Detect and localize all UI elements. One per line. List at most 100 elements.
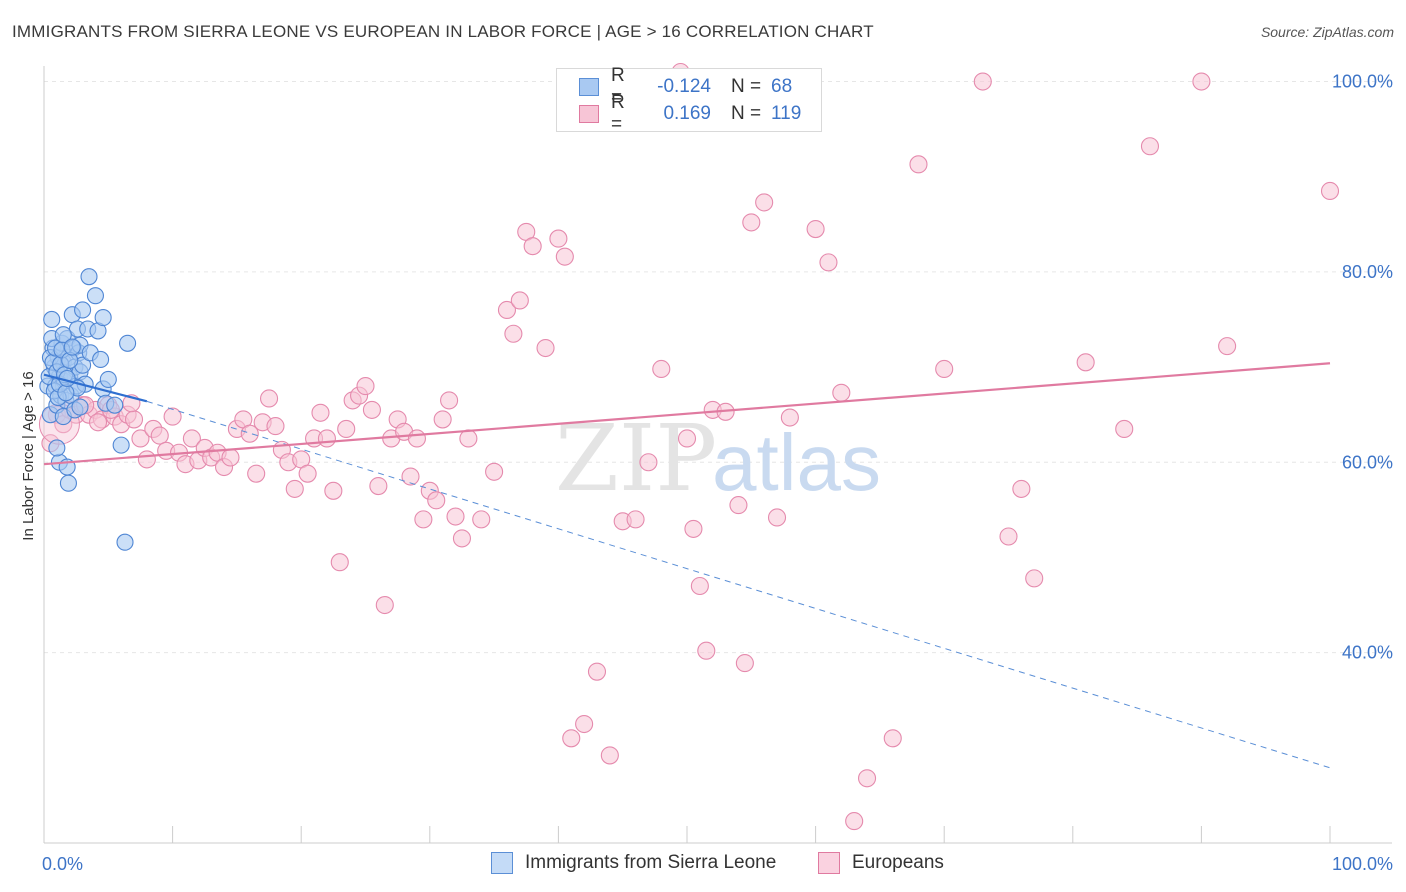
data-point-sierra-leone	[94, 309, 112, 327]
data-point-sierra-leone	[92, 350, 110, 369]
data-point-europeans	[330, 553, 349, 572]
legend-swatch-blue	[579, 78, 599, 96]
legend-swatch-blue	[491, 852, 513, 874]
data-point-europeans	[1076, 353, 1095, 372]
axes	[43, 66, 1392, 844]
data-point-europeans	[362, 400, 381, 419]
data-point-europeans	[742, 213, 761, 232]
data-point-europeans	[677, 429, 697, 448]
data-point-sierra-leone	[119, 334, 137, 352]
legend-swatch-pink	[818, 852, 840, 874]
data-point-europeans	[163, 407, 182, 426]
data-point-europeans	[472, 510, 491, 529]
data-point-europeans	[1012, 479, 1031, 498]
data-point-europeans	[523, 237, 542, 256]
data-point-europeans	[690, 576, 709, 596]
data-point-sierra-leone	[74, 301, 92, 319]
x-tick-labels: 0.0% 100.0%	[42, 854, 1393, 874]
y-tick-labels: 40.0% 60.0% 80.0% 100.0%	[1332, 72, 1393, 663]
data-point-europeans	[755, 193, 774, 212]
data-point-europeans	[504, 324, 523, 343]
data-point-europeans	[1320, 181, 1340, 201]
stats-legend: R = -0.124 N = 68 R = 0.169 N = 119	[556, 65, 822, 135]
data-point-europeans	[935, 359, 954, 379]
data-point-europeans	[697, 641, 716, 660]
data-point-europeans	[497, 300, 517, 320]
series-legend: Immigrants from Sierra Leone Europeans	[0, 852, 1406, 878]
legend-label-sierra-leone: Immigrants from Sierra Leone	[525, 852, 777, 873]
legend-item-sierra-leone[interactable]: Immigrants from Sierra Leone	[491, 852, 776, 874]
data-point-europeans	[150, 426, 169, 445]
source-label: Source: ZipAtlas.com	[1260, 24, 1394, 40]
sierra-leone-points	[39, 268, 137, 551]
data-point-europeans	[247, 464, 266, 483]
legend-row-sierra-leone: R = -0.124 N = 68	[579, 65, 793, 108]
data-point-sierra-leone	[43, 310, 61, 329]
data-point-europeans	[356, 377, 375, 396]
data-point-europeans	[767, 508, 787, 527]
data-point-europeans	[440, 391, 459, 410]
watermark-zip: ZIP	[555, 405, 717, 512]
data-point-europeans	[587, 662, 607, 681]
data-point-europeans	[375, 595, 394, 615]
data-point-europeans	[298, 464, 317, 483]
y-tick-label: 100.0%	[1332, 72, 1393, 92]
legend-item-europeans[interactable]: Europeans	[818, 852, 944, 874]
data-point-europeans	[562, 729, 581, 748]
data-point-europeans	[452, 529, 472, 548]
data-point-sierra-leone	[112, 436, 130, 454]
data-point-europeans	[729, 496, 748, 515]
data-point-europeans	[1115, 419, 1134, 438]
data-point-europeans	[427, 491, 446, 510]
data-point-europeans	[414, 510, 433, 529]
x-tick-label: 100.0%	[1332, 854, 1393, 874]
data-point-europeans	[832, 383, 851, 402]
chart-title: IMMIGRANTS FROM SIERRA LEONE VS EUROPEAN…	[12, 22, 874, 41]
legend-n-value: 68	[771, 76, 793, 97]
data-point-europeans	[259, 389, 279, 408]
data-point-europeans	[1140, 137, 1160, 156]
data-point-europeans	[240, 424, 259, 443]
data-point-sierra-leone	[80, 268, 98, 286]
data-point-europeans	[510, 291, 529, 310]
trend-line-sierra-leone-extrapolated	[146, 400, 1331, 769]
legend-swatch-pink	[579, 105, 599, 123]
legend-row-europeans: R = 0.169 N = 119	[579, 92, 801, 135]
data-point-europeans	[857, 769, 877, 788]
legend-r-label: R =	[611, 92, 625, 135]
watermark: ZIP atlas	[555, 405, 881, 512]
data-point-europeans	[600, 746, 619, 765]
data-point-europeans	[549, 229, 568, 248]
data-point-europeans	[883, 729, 902, 748]
legend-r-value: 0.169	[663, 103, 711, 124]
data-point-europeans	[401, 467, 420, 486]
data-point-europeans	[684, 519, 703, 538]
data-point-europeans	[639, 453, 658, 472]
data-point-europeans	[324, 481, 343, 500]
data-point-europeans	[1025, 569, 1044, 588]
trend-line-sierra-leone	[43, 373, 148, 403]
data-point-europeans	[407, 429, 426, 448]
data-point-europeans	[973, 72, 992, 91]
data-point-europeans	[369, 477, 388, 496]
data-point-europeans	[555, 247, 574, 266]
data-point-europeans	[1192, 72, 1211, 91]
data-point-europeans	[780, 408, 799, 427]
y-axis-label: In Labor Force | Age > 16	[20, 371, 37, 540]
data-point-europeans	[626, 510, 645, 529]
data-point-sierra-leone	[54, 326, 72, 344]
data-point-europeans	[806, 220, 825, 239]
data-point-sierra-leone	[106, 396, 124, 414]
y-tick-label: 40.0%	[1342, 643, 1393, 663]
legend-r-value: -0.124	[657, 76, 711, 97]
data-point-europeans	[317, 429, 336, 448]
data-point-europeans	[819, 253, 838, 272]
data-point-europeans	[446, 507, 465, 526]
data-point-sierra-leone	[57, 384, 75, 402]
data-point-europeans	[88, 413, 108, 432]
data-point-europeans	[1218, 337, 1237, 356]
data-point-europeans	[124, 410, 144, 429]
data-point-europeans	[845, 812, 864, 831]
legend-r-label: R =	[611, 65, 625, 108]
